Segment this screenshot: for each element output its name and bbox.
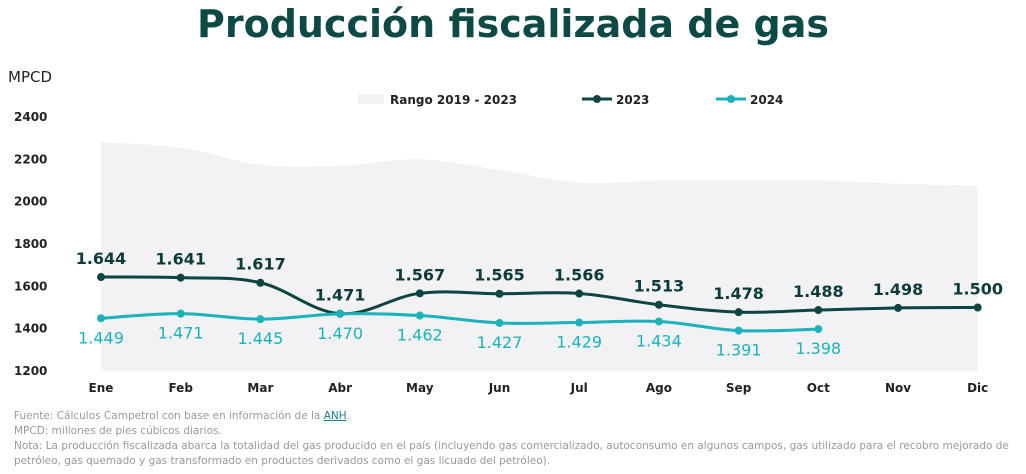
chart-title: Producción fiscalizada de gas	[197, 2, 829, 46]
series-2023-point	[97, 273, 105, 282]
series-2023-data-label: 1.641	[155, 250, 206, 269]
x-tick-label: Jun	[488, 381, 511, 395]
series-2023-data-label: 1.488	[793, 282, 844, 301]
series-2024-data-label: 1.434	[636, 331, 682, 350]
x-tick-label: Dic	[967, 381, 988, 395]
series-2023-line	[100, 275, 978, 316]
series-2024-data-label: 1.391	[716, 341, 762, 360]
series-2024-data-label: 1.470	[317, 324, 363, 343]
series-2024-point	[495, 318, 504, 327]
series-2023-point	[894, 303, 902, 312]
x-tick-label: Ene	[89, 381, 114, 395]
series-2023-point	[973, 303, 982, 312]
footer-note-1: Nota: La producción fiscalizada abarca l…	[14, 440, 1009, 452]
series-2023-point	[814, 306, 823, 315]
series-2024-point	[814, 325, 823, 334]
legend-range-swatch	[358, 94, 384, 104]
x-tick-label: Feb	[168, 381, 193, 395]
y-tick-label: 2400	[14, 110, 47, 124]
series-2023-point	[734, 308, 743, 317]
series-2024-point	[734, 326, 743, 335]
legend-2024-label: 2024	[750, 93, 783, 107]
x-tick-label: Nov	[885, 381, 911, 395]
chart: 1200 1400 1600 1800 2000 2200 2400 Ene Feb Mar Abr…	[14, 93, 1003, 395]
series-2023-data-label: 1.500	[952, 280, 1003, 299]
x-tick-label: Sep	[726, 381, 752, 395]
legend-2023-label: 2023	[616, 93, 649, 107]
footer-source: Fuente: Cálculos Campetrol con base en i…	[14, 409, 350, 424]
x-tick-label: Mar	[247, 381, 273, 395]
x-tick-label: Ago	[646, 381, 672, 395]
series-2023-point	[415, 289, 424, 298]
series-2023-data-label: 1.617	[235, 255, 286, 274]
range-area	[101, 142, 978, 371]
series-2023-point	[256, 278, 265, 287]
series-2023-data-label: 1.471	[315, 286, 366, 305]
series-2024-line	[100, 312, 819, 333]
y-tick-label: 1200	[14, 364, 47, 378]
series-2024-point	[97, 314, 105, 323]
series-2023-point	[575, 289, 584, 298]
series-2023-data-label: 1.478	[713, 284, 764, 303]
legend-2024-marker	[727, 95, 735, 103]
y-axis-label: MPCD	[8, 68, 53, 86]
x-tick-label: May	[406, 381, 434, 395]
x-tick-label: Abr	[328, 381, 352, 395]
series-2024-point	[176, 309, 185, 318]
source-suffix: .	[346, 410, 350, 422]
series-2024-data-label: 1.427	[477, 333, 523, 352]
y-tick-label: 2200	[14, 152, 47, 166]
series-2023-data-label: 1.566	[554, 266, 605, 285]
series-2024-point	[575, 318, 584, 327]
x-tick-label: Jul	[570, 381, 588, 395]
series-2024-data-label: 1.471	[158, 324, 204, 343]
legend-2023-marker	[593, 95, 601, 103]
series-2024-data-label: 1.462	[397, 326, 443, 345]
series-2023-data-label: 1.567	[394, 265, 445, 284]
source-text: Fuente: Cálculos Campetrol con base en i…	[14, 410, 324, 422]
y-tick-label: 1800	[14, 237, 47, 251]
series-2024-point	[256, 315, 265, 324]
series-2024-data-label: 1.429	[556, 333, 602, 352]
series-2023-point	[654, 300, 663, 309]
series-2024-data-label: 1.445	[237, 329, 283, 348]
y-tick-label: 2000	[14, 195, 47, 209]
y-tick-label: 1600	[14, 279, 47, 293]
y-tick-label: 1400	[14, 322, 47, 336]
series-2023-data-label: 1.513	[634, 277, 685, 296]
series-2024-point	[415, 311, 424, 320]
footer-units: MPCD: millones de pies cúbicos diarios.	[14, 425, 222, 437]
anh-link[interactable]: ANH	[323, 410, 347, 422]
series-2024-data-label: 1.449	[78, 328, 124, 347]
footer-note-2: petróleo, gas quemado y gas transformado…	[14, 455, 551, 467]
series-2024-point	[654, 317, 663, 326]
series-2023-point	[176, 273, 185, 282]
series-2023-point	[495, 289, 504, 298]
series-2024-point	[336, 309, 345, 318]
x-tick-label: Oct	[807, 381, 830, 395]
series-2023-data-label: 1.565	[474, 266, 525, 285]
series-2024-data-label: 1.398	[795, 339, 841, 358]
series-2023-data-label: 1.498	[873, 280, 924, 299]
series-2023-data-label: 1.644	[76, 249, 127, 268]
legend-range-label: Rango 2019 - 2023	[390, 93, 517, 107]
